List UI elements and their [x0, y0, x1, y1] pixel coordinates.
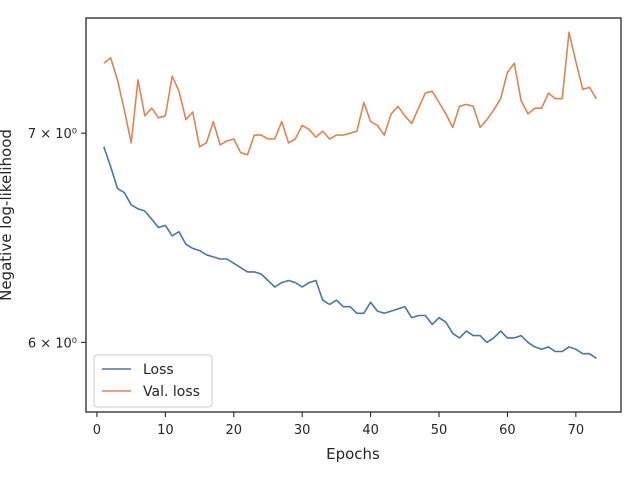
plot-area — [85, 17, 622, 413]
x-tick-label: 0 — [93, 423, 101, 438]
legend: Loss Val. loss — [93, 354, 213, 408]
legend-frame — [93, 354, 213, 408]
y-tick-label: 7 × 10⁰ — [28, 127, 77, 142]
x-tick-label: 50 — [431, 423, 448, 438]
y-axis: 6 × 10⁰ 7 × 10⁰ — [28, 127, 86, 351]
x-tick-label: 60 — [499, 423, 516, 438]
x-tick-label: 70 — [568, 423, 585, 438]
y-axis-label: Negative log-likelihood — [0, 129, 15, 301]
x-axis-label: Epochs — [326, 445, 380, 463]
x-tick-label: 30 — [294, 423, 311, 438]
series-line-val-loss — [103, 31, 598, 156]
series-line-loss — [103, 146, 597, 359]
x-tick-label: 10 — [157, 423, 174, 438]
x-tick-label: 40 — [362, 423, 379, 438]
legend-label-val-loss: Val. loss — [143, 384, 200, 400]
legend-label-loss: Loss — [143, 362, 174, 378]
y-tick-label: 6 × 10⁰ — [28, 336, 77, 351]
x-axis: 0 10 20 30 40 50 60 70 — [93, 412, 584, 438]
series-layer — [103, 31, 598, 359]
plot-frame — [85, 17, 622, 413]
x-tick-label: 20 — [226, 423, 243, 438]
